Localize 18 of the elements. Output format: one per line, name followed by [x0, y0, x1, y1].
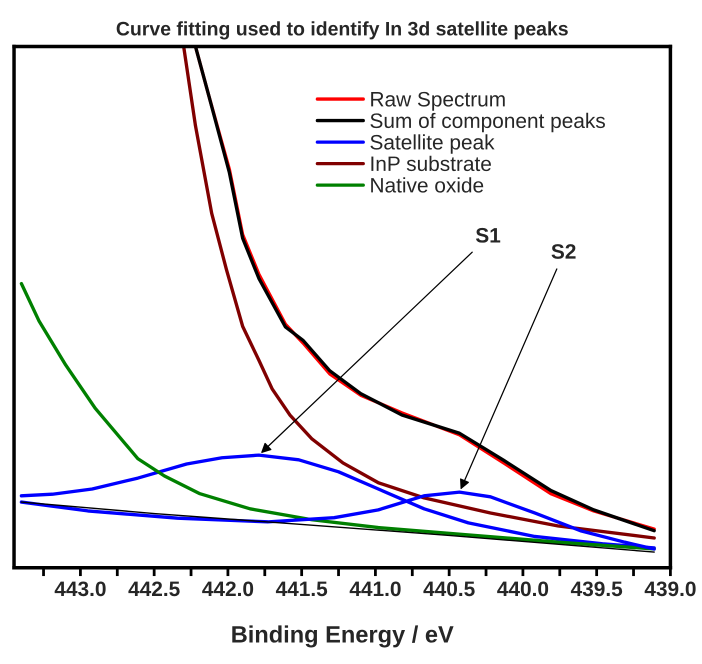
annotation: S2 [552, 244, 576, 259]
x-tick-label: 439.5 [570, 581, 622, 596]
chart-title: Curve fitting used to identify In 3d satellite peaks [116, 21, 568, 40]
x-tick-label: 443.0 [54, 581, 106, 596]
legend-label: InP substrate [371, 156, 491, 172]
legend-label: Satellite peak [370, 134, 495, 154]
legend-label: Native oxide [371, 177, 484, 193]
x-tick-label: 439.0 [644, 581, 696, 596]
x-tick-label: 441.0 [350, 581, 401, 596]
x-axis-title: Binding Energy / eV [232, 625, 454, 648]
x-tick-label: 442.5 [128, 581, 180, 596]
annotation: S1 [476, 228, 500, 243]
x-tick-label: 441.5 [276, 582, 328, 596]
legend-label: Raw Spectrum [371, 92, 505, 111]
x-tick-label: 442.0 [202, 581, 254, 596]
x-tick-label: 440.5 [423, 581, 475, 596]
x-tick-label: 440.0 [497, 581, 548, 596]
legend-label: Sum of component peaks [370, 112, 605, 132]
